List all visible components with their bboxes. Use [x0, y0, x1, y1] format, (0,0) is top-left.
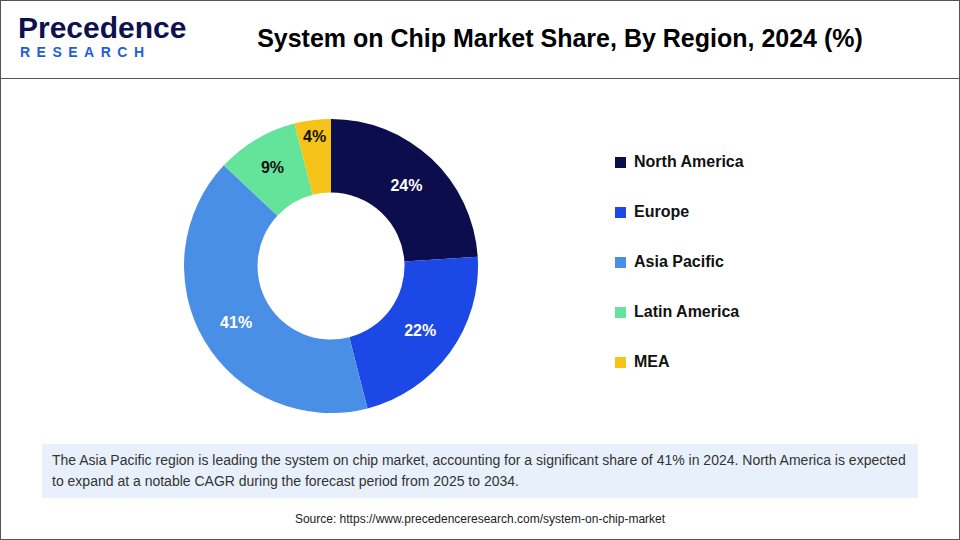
html-text:Source: https://www.precedence: Source: https://www.precedenceresearch.c… [294, 512, 666, 526]
svg-text:9%: 9% [261, 159, 284, 176]
html-text:Asia Pacific: Asia Pacific [634, 253, 724, 270]
html-text:North America: North America [634, 153, 744, 170]
html-text:Europe: Europe [634, 203, 690, 220]
svg-text:24%: 24% [390, 177, 422, 194]
html-text:System on Chip Market Share, B: System on Chip Market Share, By Region, … [257, 24, 863, 52]
svg-text:41%: 41% [220, 314, 252, 331]
html-text:Latin America: Latin America [634, 303, 740, 320]
html-text:MEA: MEA [634, 353, 670, 370]
svg-text:4%: 4% [303, 128, 326, 145]
html-text:The Asia Pacific region is lea: The Asia Pacific region is leading the s… [52, 452, 906, 489]
html-text:RESEARCH: RESEARCH [20, 44, 151, 60]
html-text:Precedence: Precedence [18, 11, 187, 44]
svg-text:22%: 22% [404, 322, 436, 339]
